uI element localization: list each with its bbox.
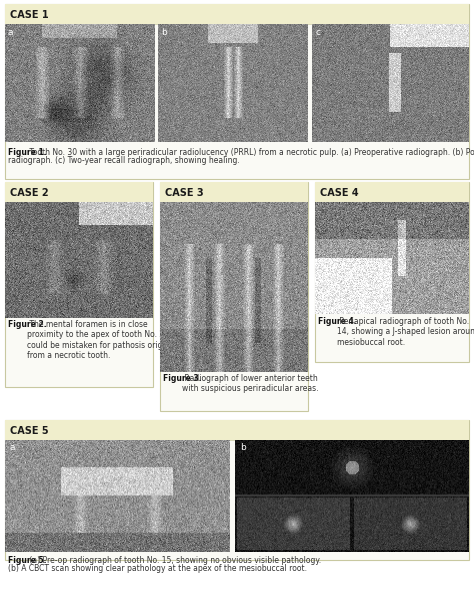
Text: Tooth No. 30 with a large periradicular radiolucency (PRRL) from a necrotic pulp: Tooth No. 30 with a large periradicular … <box>27 148 474 157</box>
Text: Figure 1.: Figure 1. <box>8 148 46 157</box>
Text: CASE 4: CASE 4 <box>320 187 359 197</box>
Text: Figure 4.: Figure 4. <box>318 317 356 326</box>
Text: The mental foramen is in close
proximity to the apex of tooth No. 20. It
could b: The mental foramen is in close proximity… <box>27 320 189 360</box>
Bar <box>5 4 469 179</box>
Text: CASE 2: CASE 2 <box>10 187 49 197</box>
Bar <box>5 182 153 202</box>
Bar <box>315 182 469 202</box>
Text: radiograph. (c) Two-year recall radiograph, showing healing.: radiograph. (c) Two-year recall radiogra… <box>8 156 240 165</box>
Bar <box>160 182 308 411</box>
Bar <box>5 420 469 560</box>
Text: CASE 3: CASE 3 <box>165 187 204 197</box>
Text: CASE 5: CASE 5 <box>10 426 49 435</box>
Text: Periapical radiograph of tooth No.
14, showing a J-shaped lesion around the
mesi: Periapical radiograph of tooth No. 14, s… <box>337 317 474 347</box>
Bar <box>5 4 469 24</box>
Bar <box>315 182 469 362</box>
Text: (b) A CBCT scan showing clear pathology at the apex of the mesiobuccal root.: (b) A CBCT scan showing clear pathology … <box>8 564 307 573</box>
Bar <box>160 182 308 202</box>
Text: Radiograph of lower anterior teeth
with suspicious periradicular areas.: Radiograph of lower anterior teeth with … <box>182 374 319 393</box>
Text: Figure 2.: Figure 2. <box>8 320 46 329</box>
Bar <box>5 420 469 440</box>
Text: Figure 5.: Figure 5. <box>8 556 46 565</box>
Text: CASE 1: CASE 1 <box>10 9 49 20</box>
Text: Figure 3.: Figure 3. <box>163 374 201 383</box>
Bar <box>5 182 153 387</box>
Text: (a) Pre-op radiograph of tooth No. 15, showing no obvious visible pathology.: (a) Pre-op radiograph of tooth No. 15, s… <box>27 556 321 565</box>
